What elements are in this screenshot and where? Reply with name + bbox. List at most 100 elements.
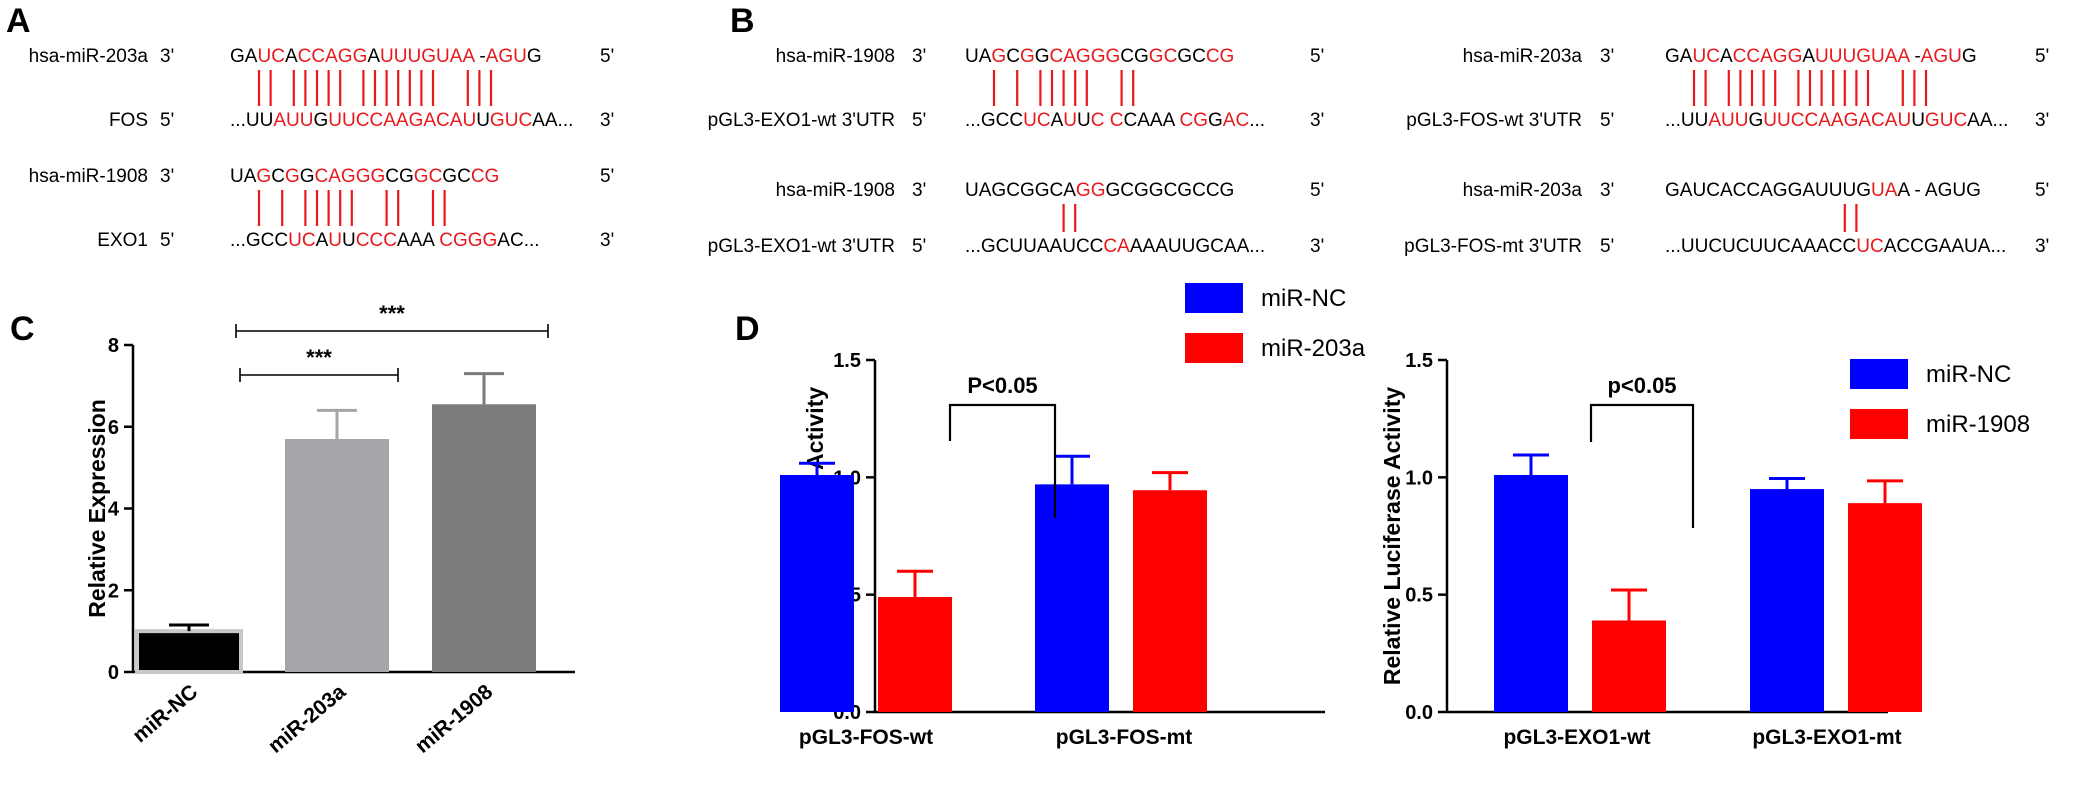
bar xyxy=(1133,490,1207,712)
sequence-name: hsa-miR-203a xyxy=(1463,46,1583,67)
nucleotide: U xyxy=(1815,180,1829,201)
nucleotide: C xyxy=(298,46,312,67)
nucleotide: A xyxy=(979,180,992,201)
sequence-text: ...GCCUCAUUCCCAAA CGGGAC... xyxy=(230,230,540,251)
nucleotide: C xyxy=(1746,46,1760,67)
nucleotide: U xyxy=(1911,110,1925,131)
nucleotide: . xyxy=(1993,110,1998,131)
base-pair-lines xyxy=(1843,204,1858,232)
sequence-row: hsa-miR-203a 3' GAUCACCAGGAUUUGUAA - AGUG 5… xyxy=(1463,180,2050,201)
sequence-name: pGL3-FOS-mt 3'UTR xyxy=(1404,236,1582,257)
nucleotide: A xyxy=(1137,110,1150,131)
x-tick-label: pGL3-EXO1-wt xyxy=(1503,726,1650,749)
nucleotide: . xyxy=(235,110,240,131)
sequence-end-left: 3' xyxy=(1600,46,1614,67)
nucleotide: G xyxy=(353,46,368,67)
nucleotide: G xyxy=(1134,46,1149,67)
y-axis-title: Relative Expression xyxy=(84,399,110,618)
sequence-end-right: 3' xyxy=(600,230,614,251)
nucleotide: G xyxy=(356,166,371,187)
sequence-end-left: 3' xyxy=(1600,180,1614,201)
y-tick-label: 0 xyxy=(108,662,119,684)
nucleotide: G xyxy=(1773,46,1788,67)
nucleotide: G xyxy=(409,110,424,131)
nucleotide: C xyxy=(369,110,383,131)
nucleotide: G xyxy=(414,166,429,187)
nucleotide: C xyxy=(369,230,383,251)
nucleotide: A xyxy=(1063,180,1076,201)
nucleotide: G xyxy=(1076,180,1091,201)
sequence-name: hsa-miR-203a xyxy=(29,46,149,67)
nucleotide: U xyxy=(1964,236,1978,257)
nucleotide: U xyxy=(505,110,519,131)
nucleotide: U xyxy=(328,110,342,131)
nucleotide: U xyxy=(1722,236,1736,257)
nucleotide: G xyxy=(1208,110,1223,131)
nucleotide: . xyxy=(1990,236,1995,257)
nucleotide: G xyxy=(1933,46,1948,67)
nucleotide: C xyxy=(1210,236,1224,257)
nucleotide: A xyxy=(462,46,475,67)
nucleotide: A xyxy=(1050,236,1063,257)
nucleotide: A xyxy=(1063,46,1076,67)
nucleotide: G xyxy=(453,230,468,251)
sequence-end-left: 5' xyxy=(912,110,926,131)
nucleotide: C xyxy=(1206,180,1220,201)
nucleotide: C xyxy=(1804,110,1818,131)
nucleotide: . xyxy=(2001,236,2006,257)
nucleotide: U xyxy=(1023,110,1037,131)
nucleotide: U xyxy=(436,46,450,67)
nucleotide: A xyxy=(1884,236,1897,257)
nucleotide: C xyxy=(1953,110,1967,131)
bar xyxy=(1848,503,1922,712)
nucleotide: A xyxy=(1858,110,1871,131)
nucleotide: C xyxy=(996,236,1010,257)
nucleotide: G xyxy=(1076,46,1091,67)
sequence-text: UAGCGGCAGGGCGGCGCCG xyxy=(230,166,499,187)
nucleotide: . xyxy=(529,230,534,251)
sequence-text: UAGCGGCAGGGCGGCGCCG xyxy=(965,180,1234,201)
nucleotide: . xyxy=(1676,236,1681,257)
sequence-row: pGL3-EXO1-wt 3'UTR 5' ...GCCUCAUUC CCAAA C… xyxy=(708,110,1325,131)
nucleotide: G xyxy=(1788,180,1803,201)
nucleotide: U xyxy=(1168,236,1182,257)
nucleotide: . xyxy=(568,110,573,131)
nucleotide: G xyxy=(991,46,1006,67)
nucleotide: . xyxy=(970,236,975,257)
nucleotide: U xyxy=(1952,180,1966,201)
nucleotide: . xyxy=(1670,110,1675,131)
nucleotide: . xyxy=(1665,236,1670,257)
nucleotide: C xyxy=(1829,236,1843,257)
nucleotide: U xyxy=(288,230,302,251)
nucleotide: . xyxy=(976,110,981,131)
sequence-row: FOS 5' ...UUAUUGUUCCAAGACAUUGUCAA... 3' xyxy=(109,110,614,131)
nucleotide: U xyxy=(1077,110,1091,131)
sequence-text: ...GCUUAAUCCCAAAAUUGCAA... xyxy=(965,236,1265,257)
nucleotide: U xyxy=(257,46,271,67)
y-axis-title: Relative Luciferase Activity xyxy=(1379,387,1405,685)
nucleotide: G xyxy=(313,110,328,131)
nucleotide: C xyxy=(1708,236,1722,257)
base-pair-lines xyxy=(1062,204,1077,232)
legend-label: miR-203a xyxy=(1261,335,1366,362)
base-pair-lines xyxy=(1692,70,1928,106)
nucleotide: A xyxy=(1939,236,1952,257)
nucleotide: A xyxy=(1951,236,1964,257)
bar xyxy=(432,404,536,672)
nucleotide: G xyxy=(1195,236,1210,257)
nucleotide: . xyxy=(965,110,970,131)
legend-label: miR-NC xyxy=(1926,361,2011,388)
sequence-end-right: 3' xyxy=(2035,110,2049,131)
nucleotide: A xyxy=(325,46,338,67)
nucleotide: C xyxy=(1206,46,1220,67)
nucleotide: C xyxy=(1736,236,1750,257)
nucleotide: - xyxy=(1914,180,1920,201)
nucleotide: G xyxy=(1966,180,1981,201)
nucleotide: C xyxy=(1192,46,1206,67)
nucleotide: G xyxy=(1134,180,1149,201)
sequence-end-left: 3' xyxy=(160,166,174,187)
legend-swatch xyxy=(1850,409,1908,439)
nucleotide: C xyxy=(471,166,485,187)
x-tick-label: pGL3-EXO1-mt xyxy=(1752,726,1901,749)
